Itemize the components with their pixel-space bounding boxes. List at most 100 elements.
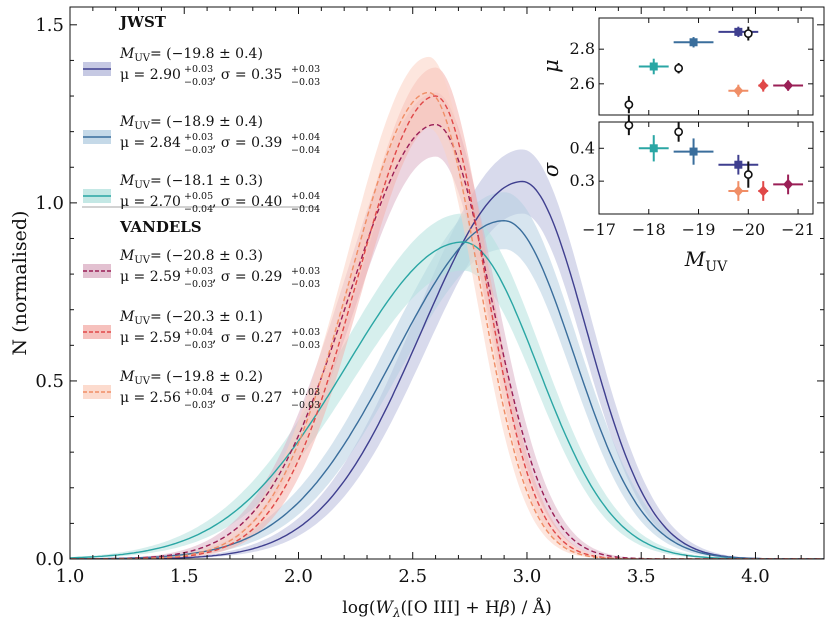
legend: JWST VANDELS MUV= (−19.8 ± 0.4)μ = 2.90 +…	[82, 13, 320, 411]
legend-sigma-sup-j3: +0.04	[291, 191, 320, 202]
main-bands	[70, 56, 824, 559]
inset-xlabel-sub: UV	[705, 259, 728, 275]
band-v3	[70, 56, 824, 559]
x-tick-label: 3.0	[513, 566, 542, 587]
legend-sigma-sub-j1: −0.03	[291, 77, 320, 88]
legend-mu-sup-j3: +0.05	[184, 191, 213, 202]
legend-mu-sup-j2: +0.03	[184, 132, 213, 143]
inset-x-tick-label: −18	[632, 220, 666, 239]
main-axes-frame	[69, 6, 825, 560]
legend-sigma-sup-j2: +0.04	[291, 132, 320, 143]
inset-point-diamond	[728, 84, 749, 97]
inset-point-open	[743, 26, 753, 41]
curve-j2	[70, 219, 824, 559]
y-tick-label: 1.5	[35, 15, 64, 36]
legend-mu-sub-v2: −0.03	[184, 340, 213, 351]
inset-point-square	[673, 37, 714, 48]
inset-point-square	[638, 135, 669, 162]
legend-muv-j3: MUV= (−18.1 ± 0.3)	[119, 173, 263, 191]
inset-mu-ticks: 2.6 2.8	[570, 18, 813, 115]
legend-mu-sub-v3: −0.03	[184, 400, 213, 411]
inset-point-open	[624, 115, 634, 136]
xlabel-w-sub: λ	[392, 606, 401, 620]
curve-j3	[70, 241, 824, 559]
inset-point-open	[674, 63, 684, 74]
inset-xlabel-m: M	[684, 247, 706, 271]
legend-params-j3: μ = 2.70	[120, 194, 181, 210]
x-tick-label: 1.0	[56, 566, 85, 587]
inset-x-tick-label: −21	[781, 220, 815, 239]
inset-point-square	[673, 138, 714, 165]
legend-params-v1: μ = 2.59	[120, 269, 181, 285]
inset-mu-panel: 2.6 2.8 μ	[539, 17, 814, 116]
legend-mu-sup-v3: +0.04	[184, 387, 213, 398]
inset-point-diamond	[728, 181, 749, 201]
legend-sigma-sub-v2: −0.03	[291, 340, 320, 351]
inset-mu-frame	[598, 17, 814, 116]
inset-point-open	[624, 95, 634, 114]
curve-v3	[70, 91, 824, 559]
legend-mu-sub-v1: −0.03	[184, 279, 213, 290]
legend-sigma-sub-v3: −0.03	[291, 400, 320, 411]
legend-sigma-v2: , σ = 0.27	[212, 330, 282, 346]
inset-mu-points	[624, 26, 804, 114]
legend-params-j1: μ = 2.90	[120, 67, 181, 83]
x-tick-label: 3.5	[627, 566, 656, 587]
inset-y-tick-label: 2.6	[570, 74, 595, 93]
legend-sigma-sub-j2: −0.04	[291, 145, 320, 156]
inset-point-open	[674, 122, 684, 142]
main-ticks: 1.0 1.5 2.0 2.5 3.0 3.5 4.0 0.0 0.5 1.0 1.5	[35, 7, 824, 587]
legend-group-title-vandels: VANDELS	[119, 218, 202, 236]
main-lines	[70, 91, 824, 559]
x-tick-label: 4.0	[741, 566, 770, 587]
legend-sigma-j2: , σ = 0.39	[212, 135, 282, 151]
legend-muv-v2: MUV= (−20.3 ± 0.1)	[119, 309, 263, 327]
inset-y-tick-label: 0.4	[570, 138, 595, 157]
legend-sigma-sub-v1: −0.03	[291, 279, 320, 290]
main-xlabel: log(Wλ([O III] + Hβ) / Å)	[342, 597, 551, 620]
inset-point-diamond	[773, 174, 804, 195]
inset-x-tick-label: −19	[682, 220, 716, 239]
y-tick-label: 1.0	[35, 193, 64, 214]
legend-muv-v1: MUV= (−20.8 ± 0.3)	[119, 248, 263, 266]
legend-muv-v3: MUV= (−19.8 ± 0.2)	[119, 369, 263, 387]
xlabel-mid: ([O III] + H	[401, 598, 500, 618]
legend-sigma-sup-v3: +0.03	[291, 387, 320, 398]
legend-mu-sup-j1: +0.03	[184, 64, 213, 75]
xlabel-beta: β	[499, 598, 510, 618]
legend-mu-sup-v2: +0.04	[184, 327, 213, 338]
inset-sigma-panel: −17 −18 −19 −20 −21 0.3 0.4 σ MUV	[539, 115, 815, 275]
legend-group-title-jwst: JWST	[118, 13, 167, 31]
inset-x-tick-label: −20	[731, 220, 765, 239]
inset-sigma-ticks: −17 −18 −19 −20 −21 0.3 0.4	[570, 122, 815, 239]
legend-sigma-sub-j3: −0.04	[291, 204, 320, 215]
inset-sigma-frame	[598, 121, 814, 215]
x-tick-label: 2.0	[284, 566, 313, 587]
curve-v1	[70, 123, 824, 559]
legend-sigma-sup-v1: +0.03	[291, 266, 320, 277]
inset-x-tick-label: −17	[582, 220, 616, 239]
y-tick-label: 0.0	[35, 549, 64, 570]
legend-sigma-v1: , σ = 0.29	[212, 269, 282, 285]
xlabel-w: W	[375, 598, 394, 618]
inset-point-square	[718, 154, 759, 175]
inset-y-tick-label: 0.3	[570, 171, 595, 190]
legend-sigma-sup-j1: +0.03	[291, 64, 320, 75]
inset-y-tick-label: 2.8	[570, 39, 595, 58]
x-tick-label: 2.5	[398, 566, 427, 587]
legend-params-v3: μ = 2.56	[120, 390, 181, 406]
legend-params-v2: μ = 2.59	[120, 330, 181, 346]
legend-params-j2: μ = 2.84	[120, 135, 181, 151]
legend-mu-sub-j1: −0.03	[184, 77, 213, 88]
xlabel-post: ) / Å)	[510, 597, 552, 618]
main-ylabel: N (normalised)	[9, 211, 31, 356]
inset-point-square	[638, 58, 669, 75]
inset-point-open	[743, 161, 753, 188]
inset-point-diamond	[773, 80, 804, 92]
inset-xlabel: MUV	[684, 247, 728, 275]
legend-sigma-j1: , σ = 0.35	[212, 67, 282, 83]
y-tick-label: 0.5	[35, 371, 64, 392]
inset-sigma-ylabel: σ	[539, 162, 563, 177]
legend-mu-sub-j2: −0.03	[184, 145, 213, 156]
